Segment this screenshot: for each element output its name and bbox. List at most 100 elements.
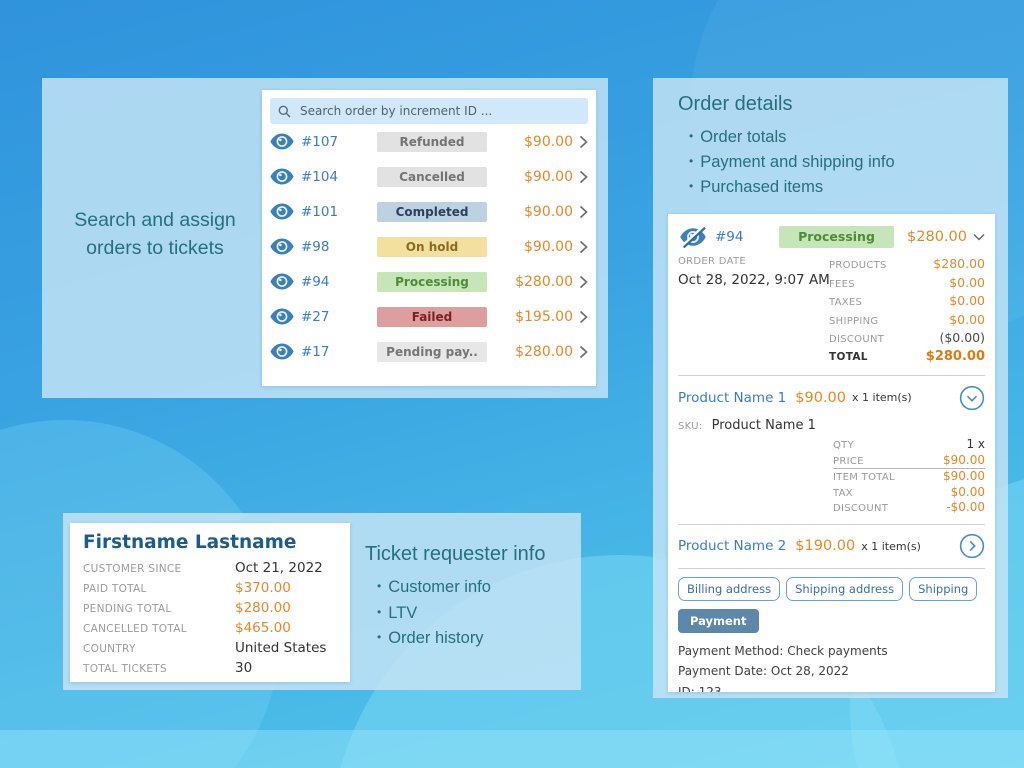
ticket-requester-bullet: LTV [377,601,491,627]
view-order-eye-icon[interactable] [270,343,294,360]
sku-value: Product Name 1 [711,418,816,433]
customer-detail-rows: CUSTOMER SINCE Oct 21, 2022 PAID TOTAL $… [83,560,337,680]
view-order-eye-icon[interactable] [270,133,294,150]
collapse-product-chevron-icon[interactable] [959,385,985,411]
billing-address-button[interactable]: Billing address [678,576,781,601]
payment-id-line: ID: 123 [678,684,722,693]
view-order-eye-icon[interactable] [270,308,294,325]
chevron-right-icon[interactable] [579,275,588,289]
collapse-order-chevron-icon[interactable] [973,233,985,241]
shipping-address-button[interactable]: Shipping address [786,576,904,601]
customer-row: CUSTOMER SINCE Oct 21, 2022 [83,560,337,580]
totals-value: ($0.00) [939,330,985,345]
view-order-eye-icon[interactable] [270,168,294,185]
view-order-eye-icon[interactable] [270,203,294,220]
customer-info-card: Firstname Lastname CUSTOMER SINCE Oct 21… [70,523,350,682]
totals-value: $0.00 [949,274,985,290]
totals-label: SHIPPING [829,315,879,327]
totals-value: $0.00 [949,311,985,327]
customer-row-label: PAID TOTAL [83,583,147,595]
item-value: 1 x [966,437,985,451]
order-search-box[interactable] [270,98,588,124]
customer-row-label: TOTAL TICKETS [83,663,167,675]
eye-slash-icon[interactable] [678,226,708,248]
totals-row: PRODUCTS $280.00 [829,256,985,275]
order-price: $90.00 [524,203,573,220]
order-row[interactable]: #17 Pending pay.. $280.00 [270,334,588,369]
product-name-link[interactable]: Product Name 1 [678,389,787,406]
order-id: #94 [715,229,744,245]
item-label: PRICE [833,455,864,467]
item-label: ITEM TOTAL [833,472,895,483]
status-badge: On hold [377,236,487,257]
item-label: DISCOUNT [833,503,889,514]
order-price: $280.00 [515,343,573,360]
address-buttons-row: Billing address Shipping address Shippin… [678,576,985,601]
product-row: Product Name 1 $90.00 x 1 item(s) [678,384,985,411]
totals-value: $280.00 [925,348,985,364]
item-label: TAX [833,487,853,499]
order-id: #104 [301,168,339,185]
customer-row: PENDING TOTAL $280.00 [83,600,337,620]
ticket-requester-headline: Ticket requester info [365,543,546,565]
item-row: ITEM TOTAL $90.00 [833,469,985,485]
order-row[interactable]: #101 Completed $90.00 [270,194,588,229]
order-id: #17 [301,343,330,360]
orders-list-card: #107 Refunded $90.00 #104 Cancelled $90.… [262,90,596,386]
order-search-input[interactable] [298,103,580,119]
order-summary-section: ORDER DATE Oct 28, 2022, 9:07 AM PRODUCT… [678,256,985,367]
order-row[interactable]: #27 Failed $195.00 [270,299,588,334]
order-date-label: ORDER DATE [678,256,746,267]
order-details-card: #94 Processing $280.00 ORDER DATE Oct 28… [668,214,995,692]
item-row: DISCOUNT -$0.00 [833,500,985,516]
order-row[interactable]: #98 On hold $90.00 [270,229,588,264]
customer-name: Firstname Lastname [83,532,297,553]
customer-row-value: $280.00 [235,600,291,616]
product-price: $90.00 [795,389,847,406]
order-details-panel: Order details Order totals Payment and s… [653,78,1008,698]
order-totals-table: PRODUCTS $280.00 FEES $0.00 TAXES $0.00 … [829,256,985,367]
ticket-requester-bullet-list: Customer info LTV Order history [377,575,491,652]
product-name-link[interactable]: Product Name 2 [678,538,787,554]
customer-row: TOTAL TICKETS 30 [83,660,337,680]
order-id: #27 [301,308,330,325]
sku-row: SKU: Product Name 1 [678,414,985,433]
totals-row: TAXES $0.00 [829,293,985,312]
status-badge: Pending pay.. [377,341,487,362]
status-badge: Processing [779,226,894,248]
item-label: QTY [833,440,854,451]
chevron-right-icon[interactable] [579,345,588,359]
customer-row-label: CUSTOMER SINCE [83,563,182,575]
order-price: $195.00 [515,308,573,325]
chevron-right-icon[interactable] [579,240,588,254]
payment-info-section: Payment Method: Check payments Payment D… [678,641,985,693]
sku-label: SKU: [678,421,703,432]
view-order-eye-icon[interactable] [270,238,294,255]
order-date-block: ORDER DATE Oct 28, 2022, 9:07 AM [678,256,830,367]
chevron-right-icon[interactable] [579,170,588,184]
order-details-bullet: Payment and shipping info [689,150,894,175]
order-row[interactable]: #104 Cancelled $90.00 [270,159,588,194]
customer-row-label: COUNTRY [83,643,136,655]
totals-label: PRODUCTS [829,260,887,271]
order-row[interactable]: #94 Processing $280.00 [270,264,588,299]
chevron-right-icon[interactable] [579,310,588,324]
payment-button[interactable]: Payment [678,608,759,633]
chevron-right-icon[interactable] [579,135,588,149]
item-value: -$0.00 [946,500,985,514]
customer-row-value: $370.00 [235,580,291,596]
item-details-table: QTY 1 x PRICE $90.00 ITEM TOTAL $90.00 T… [833,437,985,516]
assign-orders-panel: Search and assign orders to tickets #107… [42,78,608,398]
view-order-eye-icon[interactable] [270,273,294,290]
order-price: $280.00 [515,273,573,290]
item-row: TAX $0.00 [833,485,985,501]
section-divider [678,375,985,376]
customer-row-value: $465.00 [235,620,291,636]
order-row[interactable]: #107 Refunded $90.00 [270,124,588,159]
status-badge: Failed [377,306,487,327]
totals-label: TAXES [829,297,863,308]
expand-product-chevron-icon[interactable] [959,533,985,559]
shipping-button[interactable]: Shipping [909,576,978,601]
chevron-right-icon[interactable] [579,205,588,219]
order-details-bullet: Purchased items [689,175,895,200]
